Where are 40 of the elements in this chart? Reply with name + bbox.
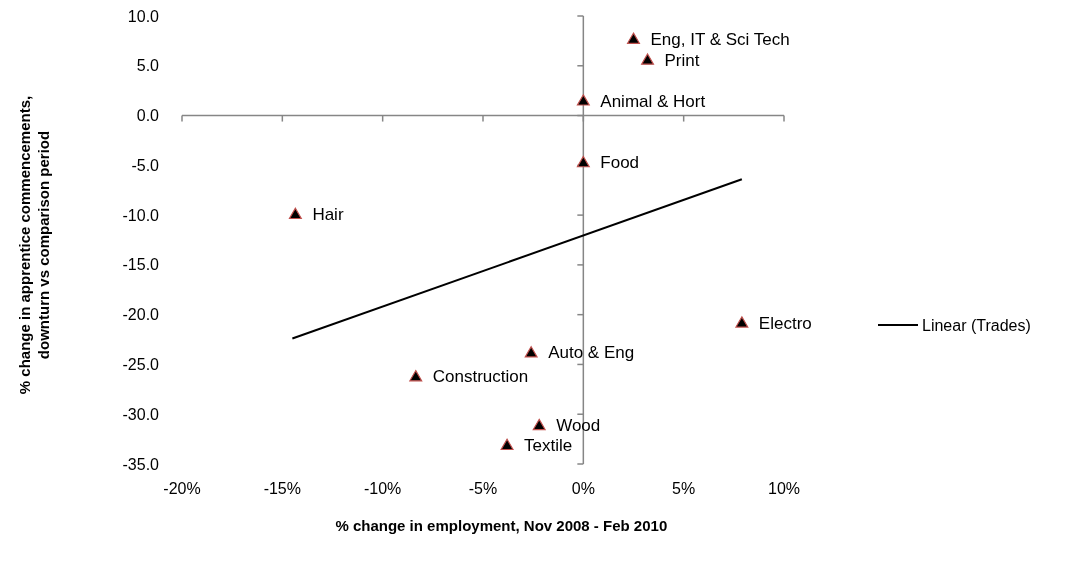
legend-label: Linear (Trades) — [922, 316, 1031, 334]
point — [288, 207, 302, 220]
point — [500, 438, 514, 451]
x-tick-label: 5% — [672, 480, 696, 497]
annotation: Electro — [758, 313, 812, 333]
x-tick-label: -5% — [468, 480, 498, 497]
annotation: Textile — [524, 436, 573, 456]
annotation: Eng, IT & Sci Tech — [650, 29, 790, 49]
annotation: Animal & Hort — [600, 91, 706, 111]
x-tick-label: -20% — [163, 480, 201, 497]
point — [576, 155, 590, 168]
annotation: Hair — [312, 205, 344, 225]
annotation: Wood — [556, 416, 601, 436]
x-axis-title: % change in employment, Nov 2008 - Feb 2010 — [335, 517, 668, 534]
y-tick-label: -25.0 — [122, 356, 160, 374]
y-tick-label: -15.0 — [122, 256, 160, 274]
y-tick-label: 0.0 — [136, 107, 160, 125]
point — [409, 370, 423, 382]
annotation: Auto & Eng — [548, 343, 635, 363]
point — [524, 346, 538, 358]
point — [641, 53, 655, 65]
y-tick-label: -30.0 — [122, 405, 160, 423]
y-tick-label: 10.0 — [127, 7, 160, 25]
y-tick-label: -5.0 — [131, 156, 160, 174]
y-tick-label: -35.0 — [122, 455, 160, 473]
annotation: Food — [600, 153, 640, 173]
y-axis-title: % change in apprentice commencements, downturn vs comparison period — [16, 95, 52, 395]
point — [576, 94, 590, 106]
x-tick-label: -15% — [263, 480, 302, 497]
y-tick-label: 5.0 — [136, 57, 160, 75]
x-tick-label: 10% — [767, 480, 801, 497]
x-tick-label: -10% — [363, 480, 402, 497]
point — [735, 316, 749, 328]
point — [627, 32, 640, 44]
y-tick-label: -20.0 — [122, 306, 160, 324]
annotation: Print — [664, 50, 700, 70]
x-tick-label: 0% — [571, 480, 595, 497]
annotation: Construction — [432, 367, 529, 387]
point — [532, 418, 546, 431]
y-tick-label: -10.0 — [122, 206, 160, 224]
